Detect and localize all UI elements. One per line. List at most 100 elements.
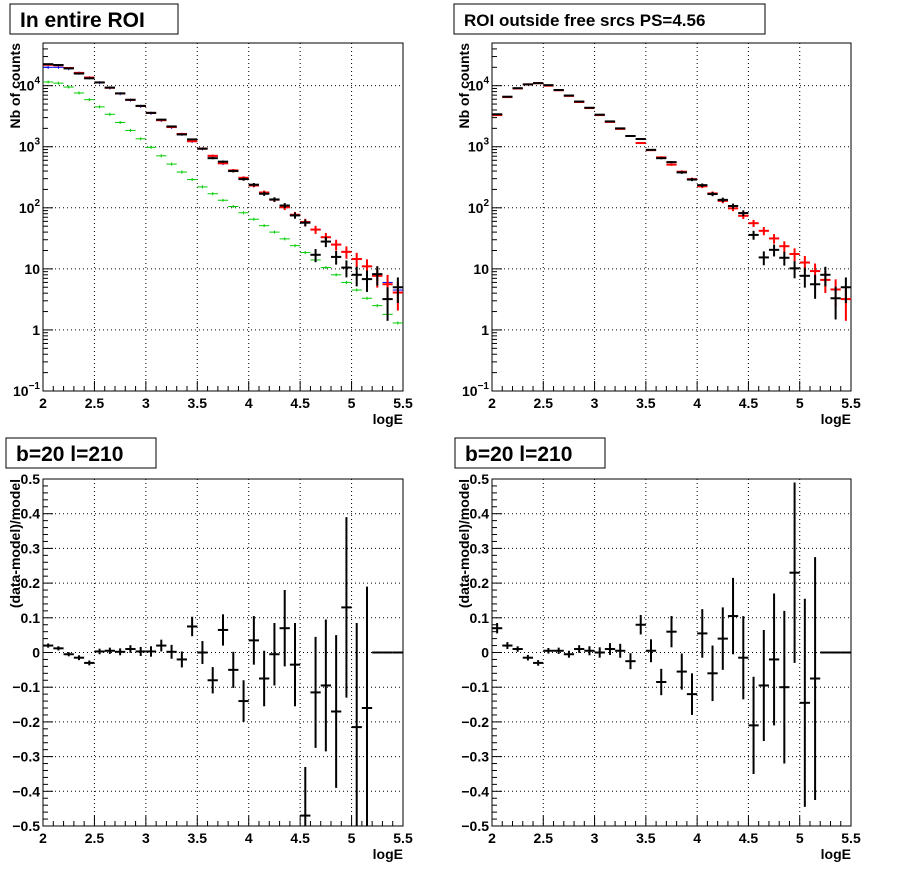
data-point [758, 227, 769, 236]
data-point [84, 660, 95, 666]
data-point [145, 111, 157, 114]
y-axis-title: Nb of counts [456, 43, 472, 129]
data-point [717, 607, 728, 670]
gridlines [42, 478, 404, 827]
x-tick-label: 5 [348, 395, 356, 411]
data-point [176, 133, 187, 136]
data-point [187, 140, 198, 143]
x-tick-label: 3.5 [636, 395, 656, 411]
y-tick-label: 0.3 [470, 540, 490, 556]
data-point [259, 191, 270, 196]
data-point [594, 113, 605, 116]
data-point [135, 104, 146, 107]
y-axis-title: (data-model)/model [456, 479, 472, 608]
data-point [635, 137, 646, 140]
y-tick-label: 0.5 [21, 471, 41, 487]
data-point [392, 321, 403, 325]
x-tick-label: 2.5 [85, 830, 105, 846]
x-tick-label: 2 [488, 830, 496, 846]
data-point [840, 277, 851, 303]
data-point [533, 660, 544, 666]
data-point [553, 647, 564, 654]
y-tick-label: 10 [24, 261, 40, 277]
data-point [543, 647, 554, 654]
data-point [320, 266, 331, 270]
data-point [341, 246, 352, 259]
chart-title: ROI outside free srcs PS=4.56 [464, 11, 705, 30]
chart-panel-1: 2 2.5 3 3.5 4 4.5 5 5.5 10−1 1 10 102 103 104 logE Nb o… [7, 3, 413, 427]
x-tick-label: 5 [348, 830, 356, 846]
y-tick-label: 1 [32, 322, 40, 338]
data-point [512, 646, 523, 652]
data-point [351, 252, 362, 268]
data-point [104, 647, 115, 654]
data-point [594, 647, 605, 658]
data-point [574, 645, 585, 653]
y-tick-label: 0 [32, 645, 40, 661]
y-tick-label: −0.2 [12, 714, 40, 730]
data-point [779, 241, 790, 253]
gridlines [491, 43, 852, 392]
data-point [372, 266, 383, 286]
data-point [789, 482, 800, 663]
data-point [372, 304, 383, 308]
data-point [300, 219, 311, 227]
data-point [502, 95, 513, 98]
data-point [351, 623, 362, 826]
chart-panel-2: 2 2.5 3 3.5 4 4.5 5 5.5 10−1 1 10 102 103 104 logE Nb o… [453, 3, 861, 427]
data-point [217, 198, 229, 202]
data-point [748, 219, 759, 227]
data-point [269, 623, 280, 686]
data-point [115, 120, 126, 124]
y-axis-title: Nb of counts [7, 43, 23, 129]
data-point [176, 651, 187, 668]
data-point [43, 80, 54, 84]
data-point [156, 118, 167, 121]
data-point [502, 642, 513, 650]
series-3 [43, 63, 403, 311]
x-tick-label: 5.5 [393, 830, 413, 846]
y-tick-label: 103 [19, 137, 41, 155]
data-point [84, 98, 95, 102]
x-tick-label: 3.5 [188, 395, 208, 411]
data-point [656, 668, 667, 696]
x-tick-label: 5 [796, 395, 804, 411]
y-tick-label: 104 [19, 76, 41, 94]
x-tick-label: 4.5 [290, 395, 310, 411]
data-point [166, 125, 177, 128]
data-point [63, 85, 74, 89]
x-tick-label: 2.5 [534, 395, 554, 411]
y-tick-label: −0.1 [461, 679, 489, 695]
data-point [217, 614, 229, 646]
data-point [300, 767, 311, 826]
data-point [289, 623, 301, 707]
y-tick-label: 0.4 [470, 506, 490, 522]
data-point [758, 629, 769, 741]
y-tick-label: 10−1 [13, 381, 40, 399]
data-point [382, 287, 393, 321]
data-point [94, 105, 105, 109]
data-point [320, 619, 331, 752]
y-tick-label: −0.2 [461, 714, 489, 730]
data-point [707, 645, 718, 702]
data-point [799, 267, 810, 288]
data-point [53, 81, 64, 85]
x-tick-label: 4.5 [739, 395, 759, 411]
x-tick-label: 4 [245, 395, 253, 411]
data-point [635, 142, 646, 145]
data-point [361, 296, 373, 300]
y-tick-label: 102 [19, 198, 41, 216]
y-tick-label: 102 [468, 198, 490, 216]
data-point [331, 635, 342, 788]
data-point [228, 204, 239, 209]
series-1 [43, 517, 403, 826]
data-point [135, 137, 146, 141]
data-point [228, 169, 239, 173]
data-point [279, 237, 290, 241]
x-tick-label: 3 [591, 830, 599, 846]
data-point [604, 643, 616, 655]
y-tick-label: 0.1 [21, 610, 41, 626]
data-point [310, 225, 321, 234]
data-point [166, 644, 177, 659]
data-point [269, 197, 280, 202]
